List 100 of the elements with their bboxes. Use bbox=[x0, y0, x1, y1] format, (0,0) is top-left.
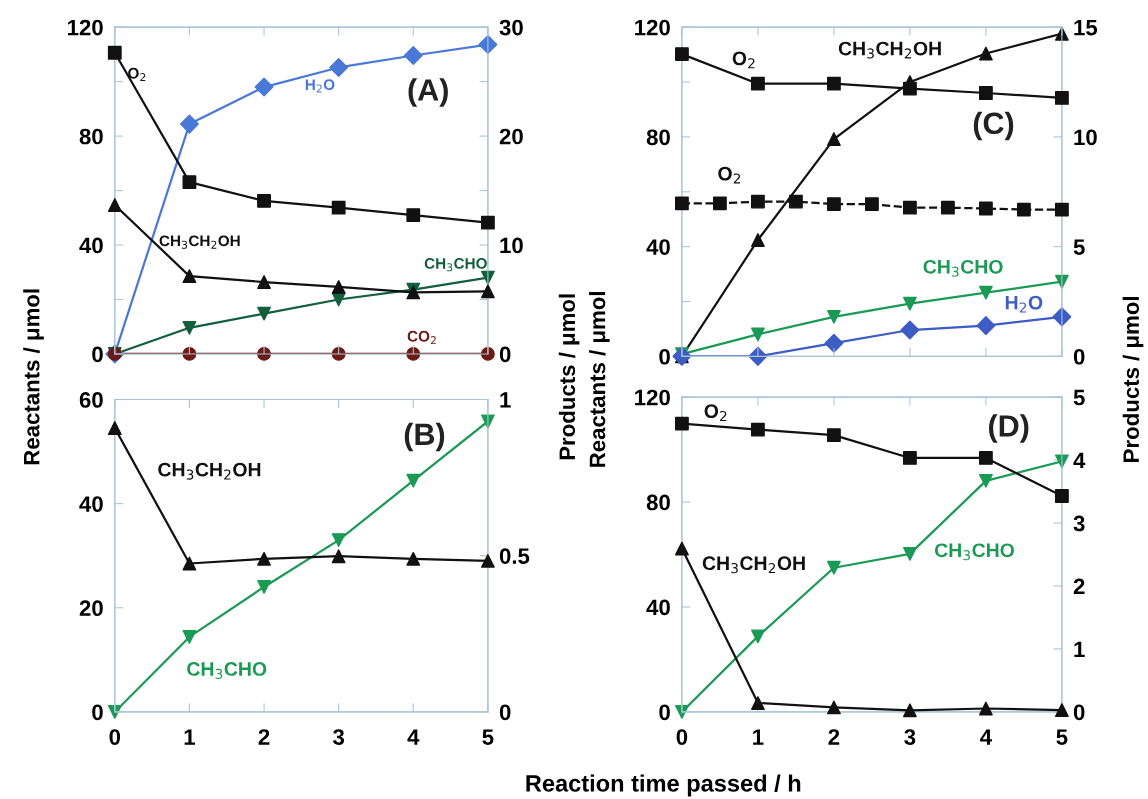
point bbox=[1054, 91, 1069, 105]
point bbox=[751, 76, 765, 91]
point bbox=[182, 320, 197, 335]
point bbox=[182, 630, 197, 644]
point bbox=[331, 533, 346, 547]
point bbox=[406, 473, 421, 488]
y2-tick-label: 1 bbox=[1074, 641, 1085, 657]
point bbox=[331, 280, 346, 294]
y2-tick-label: 20 bbox=[499, 128, 523, 145]
x-tick-label: 5 bbox=[482, 729, 494, 745]
point bbox=[751, 696, 765, 710]
series-label: O$_{2}$ bbox=[704, 404, 727, 422]
y-tick-label: 0 bbox=[659, 704, 670, 721]
series-label: H$_{2}$O bbox=[305, 79, 335, 93]
y-tick-label: 20 bbox=[79, 600, 103, 617]
point bbox=[900, 320, 920, 340]
series-label: CH$_{3}$CH$_{2}$OH bbox=[838, 41, 941, 59]
y-tick-label: 120 bbox=[635, 389, 670, 406]
y2-tick-label: 1 bbox=[500, 392, 511, 408]
point bbox=[751, 327, 765, 342]
point bbox=[257, 551, 271, 566]
text: (A) bbox=[408, 78, 448, 107]
point bbox=[864, 197, 879, 212]
y-tick-label: 120 bbox=[635, 19, 670, 36]
point bbox=[254, 77, 274, 97]
point bbox=[257, 306, 271, 321]
y2-tick-label: 3 bbox=[1073, 515, 1085, 532]
point bbox=[827, 132, 841, 146]
point bbox=[978, 201, 993, 216]
point bbox=[107, 45, 122, 60]
point bbox=[1016, 202, 1031, 217]
x-tick-label: 5 bbox=[1056, 729, 1068, 745]
y2-tick-label: 5 bbox=[1073, 239, 1085, 255]
point bbox=[978, 451, 993, 465]
y2-tick-label: 0 bbox=[499, 346, 511, 363]
x-tick-label: 3 bbox=[332, 729, 345, 745]
point bbox=[789, 194, 803, 209]
point bbox=[182, 175, 197, 190]
point bbox=[107, 198, 122, 212]
x-axis-title: Reaction time passed / h bbox=[526, 774, 801, 797]
point bbox=[257, 580, 271, 594]
point bbox=[827, 700, 841, 715]
point bbox=[179, 114, 199, 134]
text: (B) bbox=[404, 422, 445, 452]
point bbox=[675, 416, 689, 431]
point bbox=[331, 200, 346, 215]
y2-tick-label: 0.5 bbox=[499, 548, 530, 564]
y2-axis-title: Products / μmol bbox=[558, 294, 580, 460]
point bbox=[331, 549, 346, 564]
point bbox=[748, 346, 768, 366]
point bbox=[824, 333, 844, 353]
point bbox=[1054, 202, 1069, 217]
point bbox=[978, 473, 993, 488]
y-tick-label: 40 bbox=[646, 239, 670, 255]
x-tick-label: 3 bbox=[904, 729, 916, 745]
series-label: O$_{2}$ bbox=[718, 166, 741, 184]
point bbox=[902, 296, 917, 311]
point bbox=[978, 285, 993, 300]
point bbox=[329, 57, 349, 77]
series-label: CO$_{2}$ bbox=[407, 330, 436, 345]
point bbox=[976, 316, 996, 336]
point bbox=[182, 556, 197, 571]
point bbox=[827, 76, 841, 91]
y-axis-title: Reactants / μmol bbox=[23, 289, 44, 465]
y-tick-label: 120 bbox=[68, 19, 103, 36]
point bbox=[182, 269, 197, 283]
y-tick-label: 0 bbox=[92, 346, 103, 363]
text: (D) bbox=[989, 414, 1029, 443]
y-tick-label: 40 bbox=[79, 496, 103, 512]
point bbox=[480, 554, 495, 568]
point bbox=[713, 196, 727, 211]
series-label: CH$_{3}$CHO bbox=[923, 259, 1003, 277]
y2-tick-label: 0 bbox=[499, 704, 511, 721]
y-tick-label: 0 bbox=[659, 348, 670, 365]
point bbox=[978, 701, 993, 716]
point bbox=[257, 194, 271, 208]
point bbox=[406, 551, 421, 566]
x-tick-label: 4 bbox=[407, 729, 420, 745]
point bbox=[406, 208, 421, 222]
point bbox=[1054, 489, 1069, 503]
x-tick-label: 0 bbox=[676, 729, 688, 745]
series-label: H$_{2}$O bbox=[1005, 295, 1043, 313]
series-label: CH$_{3}$CH$_{2}$OH bbox=[158, 462, 261, 480]
point bbox=[675, 47, 689, 61]
x-tick-label: 0 bbox=[109, 729, 121, 745]
series-label: CH$_{3}$CHO bbox=[424, 258, 487, 272]
y-tick-label: 0 bbox=[92, 704, 103, 721]
y2-axis-title: Products / μmol bbox=[1122, 297, 1144, 462]
series-label: CH$_{3}$CH$_{2}$OH bbox=[702, 556, 805, 574]
point bbox=[978, 46, 993, 61]
y-tick-label: 60 bbox=[79, 392, 103, 408]
series-label: O$_{2}$ bbox=[128, 67, 146, 81]
point bbox=[827, 197, 841, 212]
y-tick-label: 80 bbox=[646, 129, 670, 146]
series-label: CH$_{3}$CHO bbox=[187, 662, 267, 680]
y-axis-title: Reactants / μmol bbox=[589, 292, 610, 467]
point bbox=[978, 86, 993, 100]
point bbox=[827, 309, 841, 324]
y2-tick-label: 0 bbox=[1073, 704, 1085, 721]
x-tick-label: 4 bbox=[980, 729, 992, 745]
